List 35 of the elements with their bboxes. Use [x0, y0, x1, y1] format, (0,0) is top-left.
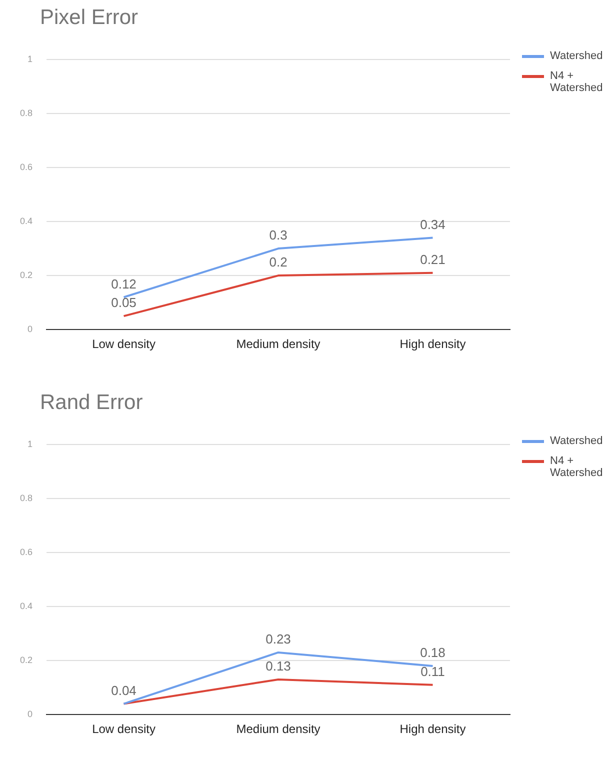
- y-tick-label: 0.6: [20, 162, 33, 172]
- legend-label: Watershed: [550, 435, 603, 447]
- x-tick-label: High density: [400, 722, 466, 736]
- x-tick-label: Medium density: [236, 722, 320, 736]
- data-label: 0.34: [420, 216, 446, 232]
- y-tick-label: 0.4: [20, 601, 33, 612]
- x-tick-label: High density: [400, 337, 466, 352]
- y-tick-label: 0.4: [20, 216, 33, 226]
- data-label: 0.12: [111, 276, 136, 292]
- data-label: 0.3: [269, 228, 288, 243]
- data-label: 0.04: [111, 682, 136, 698]
- chart-title: Pixel Error: [40, 6, 138, 30]
- y-tick-label: 0: [27, 324, 33, 334]
- x-tick-label: Low density: [92, 722, 156, 736]
- data-label: 0.05: [111, 295, 136, 310]
- legend-label: Watershed: [550, 50, 603, 62]
- y-tick-label: 0.2: [20, 655, 33, 666]
- y-tick-label: 1: [27, 54, 33, 64]
- y-tick-label: 0.2: [20, 270, 33, 280]
- data-label: 0.2: [269, 254, 288, 270]
- y-tick-label: 0.8: [20, 492, 33, 503]
- data-label: 0.18: [420, 645, 446, 660]
- y-tick-label: 1: [27, 438, 33, 449]
- data-label: 0.11: [420, 664, 445, 679]
- y-tick-label: 0: [27, 709, 33, 720]
- data-label: 0.21: [420, 252, 446, 267]
- legend-label: N4 + Watershed: [550, 455, 604, 479]
- x-tick-label: Low density: [92, 337, 156, 352]
- legend-label: N4 + Watershed: [550, 70, 604, 94]
- data-label: 0.23: [266, 632, 291, 647]
- x-tick-label: Medium density: [236, 337, 320, 352]
- y-tick-label: 0.8: [20, 108, 33, 118]
- data-label: 0.13: [266, 658, 291, 674]
- y-tick-label: 0.6: [20, 546, 33, 557]
- chart-title: Rand Error: [40, 391, 143, 415]
